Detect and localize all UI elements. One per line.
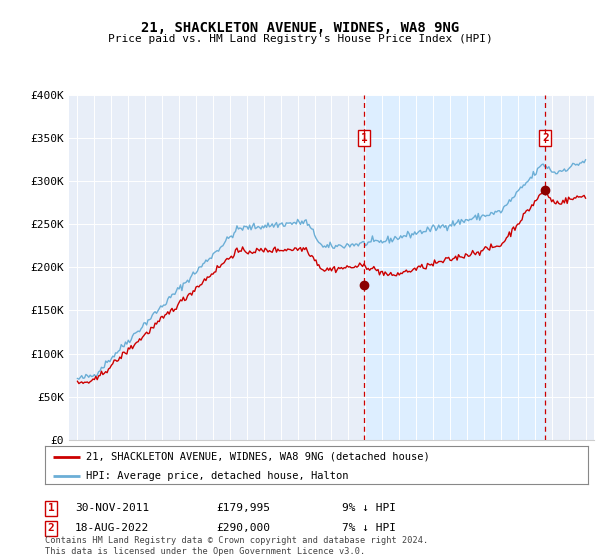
Text: 21, SHACKLETON AVENUE, WIDNES, WA8 9NG (detached house): 21, SHACKLETON AVENUE, WIDNES, WA8 9NG (… — [86, 452, 430, 462]
Text: 1: 1 — [47, 503, 55, 514]
Text: £290,000: £290,000 — [216, 523, 270, 533]
Text: HPI: Average price, detached house, Halton: HPI: Average price, detached house, Halt… — [86, 471, 348, 481]
Text: 9% ↓ HPI: 9% ↓ HPI — [342, 503, 396, 514]
Text: Price paid vs. HM Land Registry's House Price Index (HPI): Price paid vs. HM Land Registry's House … — [107, 34, 493, 44]
Text: Contains HM Land Registry data © Crown copyright and database right 2024.
This d: Contains HM Land Registry data © Crown c… — [45, 536, 428, 556]
Text: 2: 2 — [542, 133, 548, 143]
Text: 30-NOV-2011: 30-NOV-2011 — [75, 503, 149, 514]
Text: 7% ↓ HPI: 7% ↓ HPI — [342, 523, 396, 533]
Text: 2: 2 — [47, 523, 55, 533]
Text: £179,995: £179,995 — [216, 503, 270, 514]
Bar — [364, 95, 545, 440]
Text: 21, SHACKLETON AVENUE, WIDNES, WA8 9NG: 21, SHACKLETON AVENUE, WIDNES, WA8 9NG — [141, 21, 459, 35]
Text: 1: 1 — [361, 133, 367, 143]
Text: 18-AUG-2022: 18-AUG-2022 — [75, 523, 149, 533]
